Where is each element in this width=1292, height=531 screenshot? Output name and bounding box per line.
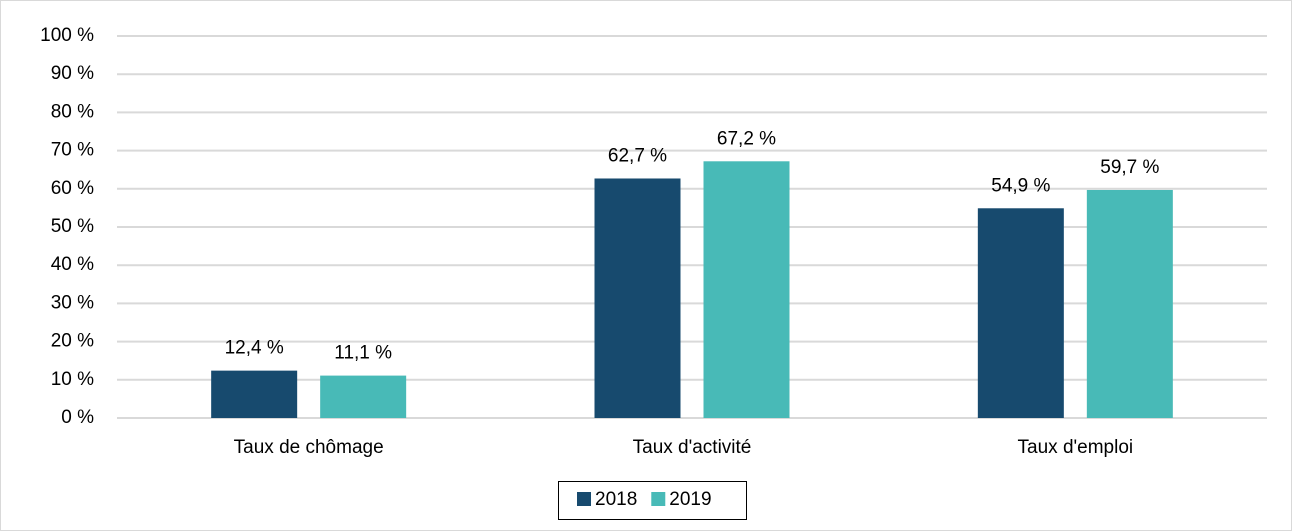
y-tick-label: 70 %: [51, 140, 94, 161]
y-tick-label: 20 %: [51, 331, 94, 352]
y-tick-label: 60 %: [51, 178, 94, 199]
bar: [977, 208, 1064, 418]
value-label: 11,1 %: [334, 343, 392, 364]
x-tick-label: Taux d'activité: [633, 437, 752, 458]
y-tick-label: 10 %: [51, 369, 94, 390]
bar: [703, 161, 790, 418]
x-tick-label: Taux d'emploi: [1018, 437, 1134, 458]
y-tick-label: 0 %: [61, 407, 94, 428]
value-label: 59,7 %: [1100, 157, 1159, 178]
bar: [211, 370, 298, 418]
legend-swatch: [577, 492, 591, 506]
x-tick-label: Taux de chômage: [234, 437, 384, 458]
legend-swatch: [651, 492, 666, 506]
y-tick-label: 50 %: [51, 216, 94, 237]
y-tick-label: 100 %: [40, 25, 94, 46]
legend-label: 2019: [669, 489, 711, 510]
y-tick-label: 30 %: [51, 292, 94, 313]
value-label: 12,4 %: [225, 338, 284, 359]
bar: [594, 178, 681, 418]
y-tick-label: 40 %: [51, 254, 94, 275]
legend-label: 2018: [595, 489, 637, 510]
value-label: 62,7 %: [608, 146, 667, 167]
y-tick-label: 90 %: [51, 63, 94, 84]
bar: [320, 375, 407, 418]
value-label: 54,9 %: [991, 175, 1050, 196]
y-tick-label: 80 %: [51, 101, 94, 122]
bar: [1086, 189, 1173, 418]
value-label: 67,2 %: [717, 128, 776, 149]
